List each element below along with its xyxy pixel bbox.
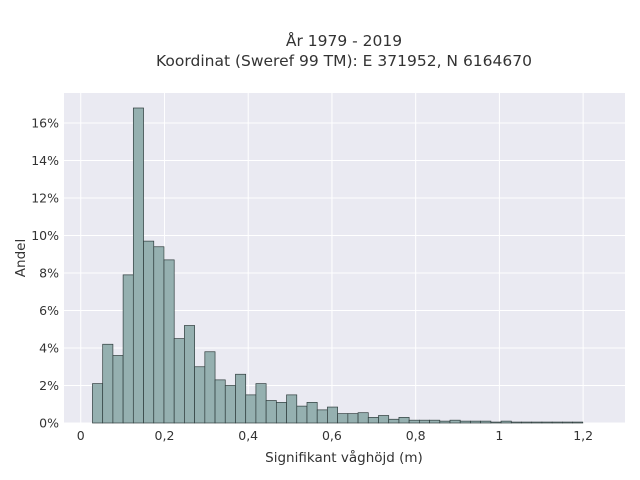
histogram-bar — [306, 402, 318, 424]
histogram-bar — [112, 355, 124, 424]
x-tick-label: 0,2 — [155, 428, 175, 443]
x-tick-label: 0,6 — [322, 428, 342, 443]
histogram-bar — [102, 343, 114, 424]
x-tick-label: 0,4 — [238, 428, 258, 443]
histogram-bar — [531, 421, 543, 424]
histogram-bar — [255, 383, 267, 424]
histogram-bar — [490, 421, 502, 424]
x-tick-label: 1,2 — [573, 428, 593, 443]
histogram-bar — [245, 394, 257, 424]
histogram-bar — [459, 420, 471, 424]
histogram-bar — [275, 402, 287, 424]
y-axis-label: Andel — [13, 239, 29, 277]
y-tick-label: 10% — [31, 228, 59, 243]
histogram-bar — [398, 417, 410, 424]
histogram-bar — [367, 417, 379, 424]
y-axis-tick-labels: 0% 2% 4% 6% 8% 10% 12% 14% 16% — [31, 116, 59, 431]
chart-subtitle: Koordinat (Sweref 99 TM): E 371952, N 61… — [156, 52, 532, 70]
histogram-bar — [184, 325, 195, 424]
chart-title: År 1979 - 2019 — [286, 31, 402, 50]
histogram-bar — [470, 420, 481, 424]
x-tick-label: 0,8 — [406, 428, 426, 443]
histogram-bar — [572, 421, 584, 424]
histogram-bar — [408, 419, 420, 424]
x-tick-label: 1 — [495, 428, 503, 443]
histogram-bar — [541, 421, 553, 424]
y-tick-label: 14% — [31, 153, 59, 168]
histogram-bar — [562, 421, 573, 424]
x-axis-tick-labels: 0 0,2 0,4 0,6 0,8 1 1,2 — [77, 428, 593, 443]
histogram-bar — [143, 240, 155, 424]
histogram-bar — [316, 409, 328, 424]
y-tick-label: 4% — [39, 341, 59, 356]
histogram-bars — [92, 107, 584, 424]
histogram-bar — [194, 366, 206, 424]
histogram-bar — [173, 338, 185, 424]
histogram-bar — [214, 379, 226, 424]
histogram-bar — [378, 415, 390, 424]
histogram-bar — [521, 421, 533, 424]
histogram-bar — [235, 373, 247, 424]
y-tick-label: 2% — [39, 378, 59, 393]
histogram-bar — [347, 413, 359, 424]
histogram-bar — [419, 419, 430, 424]
histogram-bar — [449, 419, 461, 424]
histogram-bar — [357, 412, 369, 424]
histogram-bar — [388, 418, 400, 424]
histogram-bar — [153, 246, 165, 424]
y-tick-label: 16% — [31, 116, 59, 131]
histogram-bar — [92, 383, 104, 424]
histogram-bar — [132, 107, 144, 424]
histogram-bar — [337, 413, 349, 424]
x-axis-label: Signifikant våghöjd (m) — [265, 449, 423, 466]
histogram-bar — [265, 400, 277, 424]
y-tick-label: 0% — [39, 416, 59, 431]
histogram-bar — [480, 420, 492, 424]
histogram-bar — [286, 394, 298, 424]
histogram-bar — [122, 274, 134, 424]
y-tick-label: 6% — [39, 303, 59, 318]
histogram-bar — [551, 421, 563, 424]
histogram-bar — [296, 405, 308, 424]
histogram-bar — [500, 420, 512, 424]
y-tick-label: 12% — [31, 191, 59, 206]
histogram-bar — [510, 421, 522, 424]
histogram-bar — [163, 259, 175, 424]
y-tick-label: 8% — [39, 266, 59, 281]
histogram-bar — [224, 385, 236, 424]
histogram-bar — [204, 351, 216, 424]
histogram-bar — [439, 420, 451, 424]
histogram-bar — [327, 406, 338, 424]
x-tick-label: 0 — [77, 428, 85, 443]
histogram-bar — [429, 419, 441, 424]
